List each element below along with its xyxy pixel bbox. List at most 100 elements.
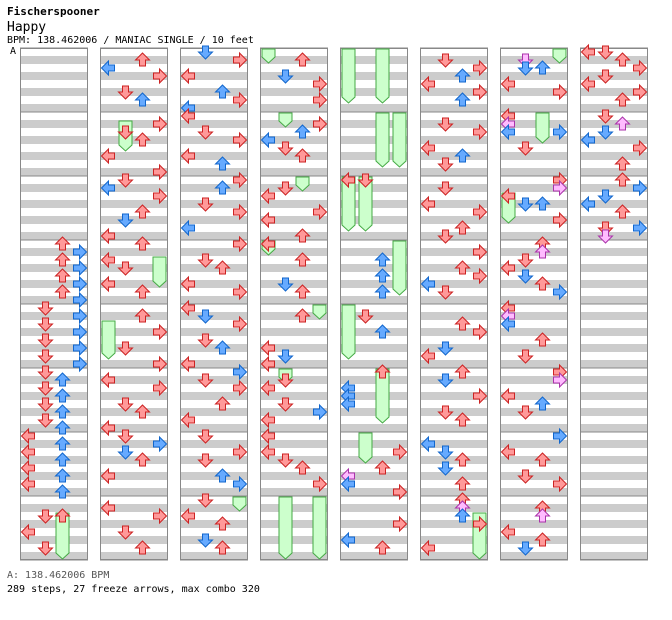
- step-arrow: [454, 220, 471, 235]
- beat-stripe: [420, 456, 488, 464]
- beat-stripe: [100, 184, 168, 192]
- beat-stripe: [180, 552, 248, 560]
- step-arrow: [214, 516, 231, 531]
- step-arrow: [454, 364, 471, 379]
- beat-stripe: [260, 200, 328, 208]
- step-arrow: [473, 387, 488, 405]
- step-arrow: [534, 196, 551, 211]
- beat-stripe: [340, 456, 408, 464]
- beat-stripe: [100, 168, 168, 176]
- column-border: [340, 48, 408, 560]
- step-arrow: [553, 371, 568, 389]
- step-arrow: [117, 445, 134, 460]
- step-arrow: [357, 309, 374, 324]
- beat-stripe: [340, 56, 408, 64]
- beat-stripe: [420, 328, 488, 336]
- beat-stripe: [100, 88, 168, 96]
- beat-stripe: [420, 488, 488, 496]
- chart-column: [180, 47, 248, 561]
- beat-stripe: [420, 104, 488, 112]
- step-arrow: [180, 411, 195, 429]
- step-arrow: [197, 125, 214, 140]
- step-arrow: [277, 373, 294, 388]
- beat-stripe: [500, 120, 568, 128]
- beat-stripe: [340, 280, 408, 288]
- step-arrow: [54, 452, 71, 467]
- beat-stripe: [20, 216, 88, 224]
- beat-stripe: [500, 472, 568, 480]
- beat-stripe: [500, 504, 568, 512]
- beat-stripe: [340, 264, 408, 272]
- step-arrow: [117, 525, 134, 540]
- beat-stripe: [580, 440, 648, 448]
- step-arrow: [454, 508, 471, 523]
- beat-stripe: [340, 232, 408, 240]
- step-arrow: [153, 435, 168, 453]
- step-arrow: [393, 515, 408, 533]
- step-arrow: [100, 419, 115, 437]
- step-arrow: [294, 228, 311, 243]
- step-arrow: [340, 531, 355, 549]
- step-arrow: [37, 349, 54, 364]
- beat-stripe: [500, 488, 568, 496]
- step-arrow: [153, 379, 168, 397]
- step-arrow: [117, 397, 134, 412]
- beat-stripe: [580, 136, 648, 144]
- beat-stripe: [100, 56, 168, 64]
- artist-name: Fischerspooner: [7, 5, 100, 18]
- step-arrow: [100, 371, 115, 389]
- beat-stripe: [500, 104, 568, 112]
- beat-stripe: [20, 264, 88, 272]
- step-arrow: [100, 179, 115, 197]
- beat-stripe: [100, 344, 168, 352]
- step-arrow: [197, 253, 214, 268]
- step-arrow: [500, 75, 515, 93]
- beat-stripe: [260, 104, 328, 112]
- freeze-arrow: [358, 176, 373, 232]
- beat-stripe: [420, 296, 488, 304]
- beat-stripe: [340, 344, 408, 352]
- step-arrow: [277, 141, 294, 156]
- beat-stripe: [180, 504, 248, 512]
- step-arrow: [117, 261, 134, 276]
- step-arrow: [197, 533, 214, 548]
- step-arrow: [454, 92, 471, 107]
- step-arrow: [233, 171, 248, 189]
- beat-stripe: [180, 200, 248, 208]
- step-arrow: [37, 317, 54, 332]
- beat-stripe: [20, 296, 88, 304]
- beat-stripe: [420, 424, 488, 432]
- step-arrow: [454, 148, 471, 163]
- beat-stripe: [100, 264, 168, 272]
- beat-stripe: [100, 376, 168, 384]
- step-arrow: [614, 92, 631, 107]
- chart-meta: BPM: 138.462006 / MANIAC SINGLE / 10 fee…: [7, 35, 254, 46]
- step-arrow: [73, 275, 88, 293]
- beat-stripe: [500, 328, 568, 336]
- step-arrow: [37, 541, 54, 556]
- step-arrow: [37, 365, 54, 380]
- step-arrow: [117, 125, 134, 140]
- beat-stripe: [20, 344, 88, 352]
- beat-stripe: [100, 216, 168, 224]
- beat-stripe: [500, 360, 568, 368]
- chart-column: [20, 47, 88, 561]
- step-arrow: [260, 443, 275, 461]
- beat-stripe: [100, 392, 168, 400]
- beat-stripe: [580, 264, 648, 272]
- step-arrow: [260, 355, 275, 373]
- step-arrow: [420, 275, 435, 293]
- step-arrow: [134, 92, 151, 107]
- chart-column: [580, 47, 648, 561]
- step-arrow: [374, 540, 391, 555]
- beat-stripe: [340, 504, 408, 512]
- step-arrow: [233, 283, 248, 301]
- beat-stripe: [500, 456, 568, 464]
- beat-stripe: [100, 424, 168, 432]
- freeze-arrow: [232, 496, 247, 512]
- beat-stripe: [180, 312, 248, 320]
- freeze-arrow: [261, 48, 276, 64]
- beat-stripe: [180, 120, 248, 128]
- step-arrow: [374, 252, 391, 267]
- step-arrow: [73, 339, 88, 357]
